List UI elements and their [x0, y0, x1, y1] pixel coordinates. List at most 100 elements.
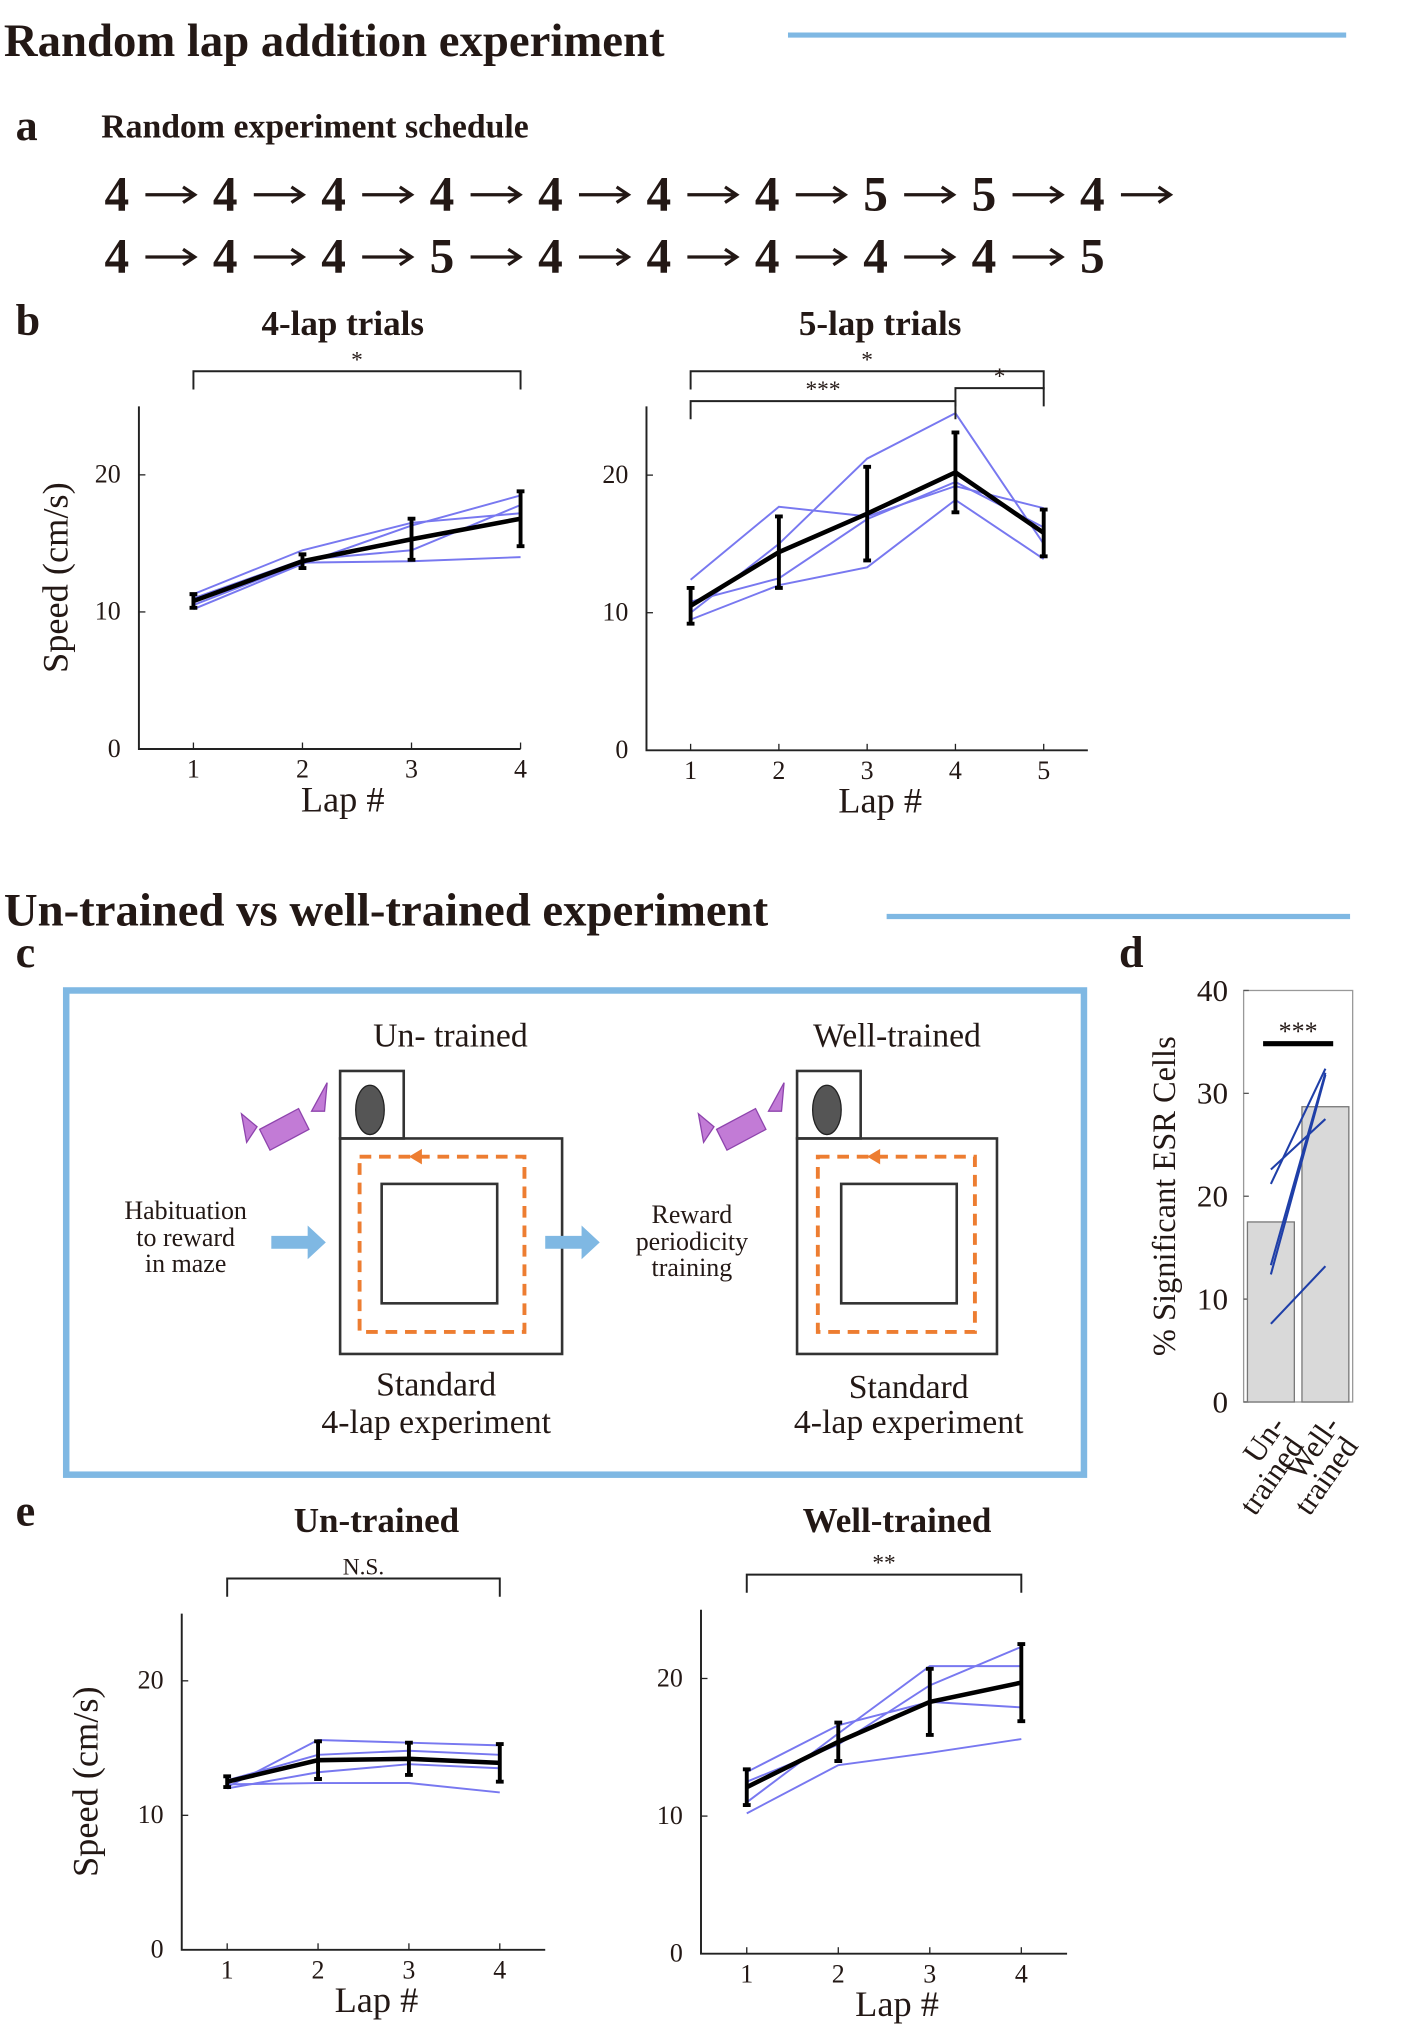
schedule-number: 4 — [1080, 166, 1105, 221]
schedule-number: 4 — [105, 166, 130, 221]
x-tick-label: 3 — [923, 1959, 936, 1988]
error-bar — [516, 489, 525, 549]
panel-label: a — [16, 101, 38, 150]
error-bar — [298, 552, 307, 571]
x-tick-label: 3 — [861, 756, 874, 785]
chart-title: 5-lap trials — [799, 304, 961, 343]
maze-inner — [380, 1182, 499, 1305]
schedule-arrow — [362, 185, 415, 204]
schedule-arrow — [470, 185, 523, 204]
maze-inner — [839, 1182, 959, 1305]
caption: Standard — [849, 1369, 969, 1406]
sig-bracket — [689, 370, 1045, 390]
schedule-number: 4 — [538, 229, 563, 284]
y-tick-label: 10 — [602, 598, 628, 627]
x-tick-label: 4 — [1015, 1959, 1028, 1988]
schedule-arrow — [1120, 185, 1174, 204]
schedule-arrow — [578, 247, 632, 267]
step-text: to reward — [136, 1223, 235, 1252]
error-bar — [863, 464, 872, 563]
schedule-number: 4 — [213, 166, 238, 221]
schedule-arrow — [578, 185, 632, 204]
schedule-arrow — [470, 247, 523, 267]
y-tick-label: 0 — [151, 1935, 164, 1964]
flow-arrow — [271, 1225, 600, 1260]
sig-bracket — [745, 1573, 1023, 1593]
schedule-number: 4 — [105, 229, 130, 284]
caption: 4-lap experiment — [794, 1404, 1024, 1441]
schedule-arrow — [795, 185, 849, 204]
schedule-number: 5 — [972, 166, 997, 221]
x-tick-label: 2 — [296, 755, 309, 784]
schedule-arrow — [687, 185, 740, 204]
schedule-arrow — [687, 247, 740, 267]
schedule-arrow — [253, 185, 307, 204]
error-bar — [407, 516, 416, 562]
mouse — [355, 1084, 385, 1136]
y-tick-label: 10 — [138, 1800, 164, 1829]
series-line — [227, 1763, 500, 1790]
axis — [137, 406, 521, 750]
diagram: Un- trained Well-trained Habituation to … — [62, 987, 1088, 1478]
y-tick-label: 0 — [670, 1938, 683, 1967]
y-tick-label: 30 — [1197, 1076, 1228, 1111]
sig-label: * — [861, 347, 873, 373]
maze — [338, 1137, 564, 1356]
paired-line — [1269, 1072, 1327, 1266]
schedule-arrow — [904, 247, 957, 267]
route — [357, 1154, 527, 1334]
error-bar — [495, 1742, 504, 1784]
x-axis-label: Lap # — [855, 1984, 939, 2024]
schedule-number: 4 — [321, 229, 346, 284]
step-text: Habituation — [124, 1196, 247, 1225]
y-tick-label: 20 — [602, 460, 628, 489]
sig-bracket — [192, 370, 522, 390]
series-line — [690, 411, 1045, 614]
series-line — [193, 512, 521, 596]
y-tick-label: 20 — [1197, 1179, 1228, 1214]
section-title: Random lap addition experiment — [4, 15, 665, 67]
error-bar — [834, 1720, 843, 1763]
error-bar — [686, 586, 695, 626]
frame — [62, 987, 1088, 1478]
x-tick-label: 2 — [312, 1955, 325, 1984]
y-tick-label: 20 — [138, 1666, 164, 1695]
error-bar — [925, 1666, 934, 1737]
y-tick-label: 0 — [1212, 1384, 1228, 1419]
chart-title: Well-trained — [803, 1501, 992, 1540]
schedule-number: 4 — [755, 166, 780, 221]
y-axis-label: Speed (cm/s) — [65, 1686, 105, 1877]
error-bar — [405, 1740, 413, 1777]
y-axis-label: Speed (cm/s) — [36, 482, 76, 673]
schedule-number: 5 — [1080, 229, 1105, 284]
x-tick-label: 1 — [221, 1955, 234, 1984]
y-tick-label: 0 — [108, 734, 121, 763]
series-line — [227, 1782, 500, 1794]
y-tick-label: 10 — [95, 597, 121, 626]
caption: Standard — [376, 1366, 496, 1403]
error-bar — [951, 430, 960, 515]
section-title: Un-trained vs well-trained experiment — [4, 885, 769, 937]
y-tick-label: 10 — [657, 1801, 683, 1830]
schedule-number: 4 — [430, 166, 455, 221]
panel-label: b — [16, 296, 41, 345]
error-bar — [223, 1774, 232, 1790]
series-line — [226, 1749, 500, 1782]
y-tick-label: 0 — [615, 735, 628, 764]
y-tick-label: 10 — [1197, 1281, 1228, 1316]
schedule-arrow — [253, 247, 307, 267]
start-box — [795, 1069, 862, 1140]
panel-label: d — [1119, 928, 1144, 977]
sig-label: N.S. — [343, 1555, 385, 1581]
x-tick-label: 3 — [402, 1955, 415, 1984]
route — [815, 1154, 977, 1334]
sig-label: * — [351, 347, 363, 373]
sig-label: * — [994, 364, 1006, 390]
x-axis-label: Lap # — [838, 781, 922, 821]
schedule-arrow — [1012, 247, 1065, 267]
schedule-number: 4 — [538, 166, 563, 221]
panel-label: e — [16, 1486, 36, 1535]
series-line — [690, 498, 1045, 621]
diagram-title: Well-trained — [813, 1017, 981, 1054]
mouse — [811, 1084, 842, 1136]
